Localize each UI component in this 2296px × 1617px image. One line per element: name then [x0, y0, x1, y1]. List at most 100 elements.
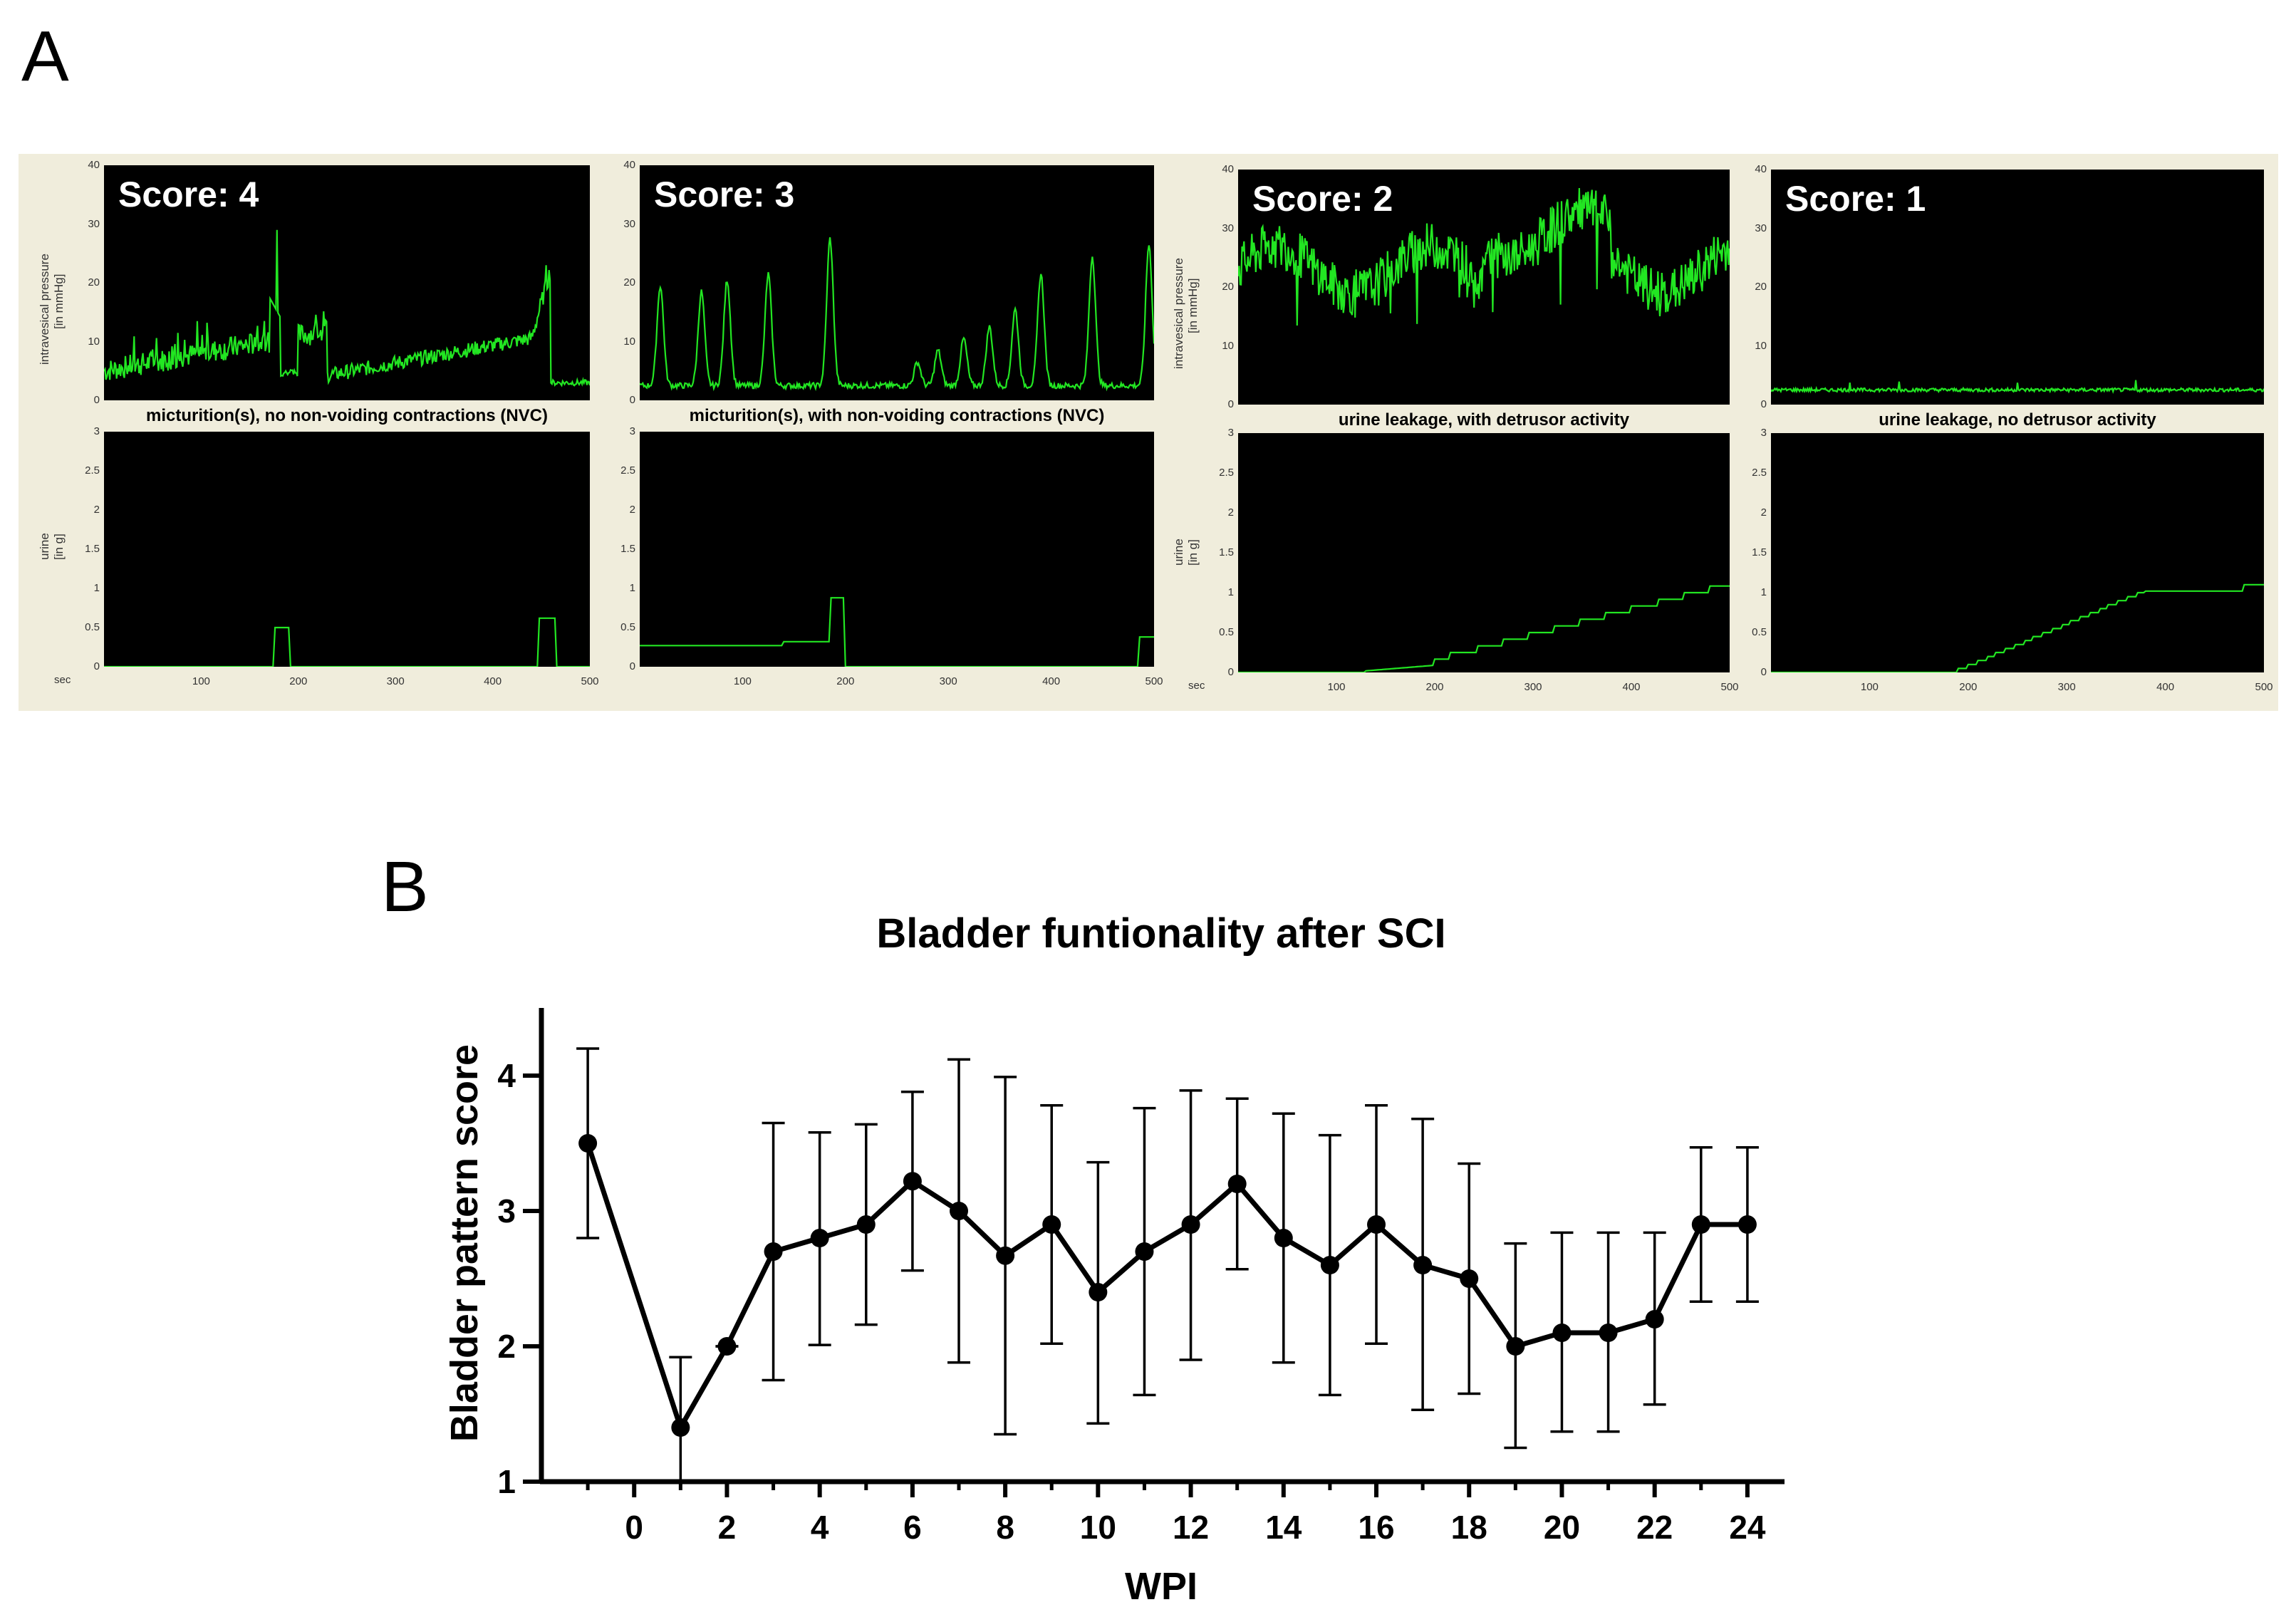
urine-y-tick: 3 — [93, 425, 100, 437]
sec-label: sec — [1188, 680, 1205, 692]
data-point — [1042, 1215, 1061, 1234]
panel-caption-4: urine leakage, no detrusor activity — [1879, 410, 2156, 430]
pressure-y-tick: 30 — [1222, 222, 1234, 234]
time-x-tick: 500 — [2255, 681, 2273, 693]
urine-y-tick: 3 — [1227, 427, 1234, 439]
time-x-tick: 100 — [192, 675, 210, 687]
data-point — [856, 1215, 876, 1234]
urine-y-tick: 1.5 — [1752, 546, 1767, 558]
time-x-tick: 300 — [939, 675, 957, 687]
data-point — [1460, 1269, 1479, 1288]
pressure-y-tick: 30 — [88, 217, 100, 230]
urine-y-tick: 1.5 — [620, 543, 635, 555]
data-point — [1506, 1337, 1525, 1356]
x-tick-label: 12 — [1173, 1509, 1209, 1546]
time-x-tick: 200 — [1959, 681, 1978, 693]
series-line — [585, 1142, 1747, 1430]
x-tick-label: 16 — [1358, 1509, 1394, 1546]
time-x-tick: 100 — [1860, 681, 1879, 693]
pressure-y-tick: 10 — [623, 335, 635, 348]
pressure-y-tick: 40 — [1755, 163, 1767, 175]
x-axis-label: WPI — [1125, 1565, 1198, 1608]
pressure-y-tick: 20 — [1222, 281, 1234, 293]
data-point — [717, 1337, 737, 1356]
urine-plot-2 — [640, 432, 1154, 667]
x-tick-label: 20 — [1544, 1509, 1580, 1546]
pressure-plot-3: Score: 2 — [1238, 170, 1730, 405]
data-point — [996, 1246, 1015, 1265]
time-x-tick: 400 — [1622, 681, 1641, 693]
time-x-tick: 500 — [1720, 681, 1739, 693]
score-label-2: Score: 3 — [654, 175, 795, 214]
pressure-y-tick: 20 — [1755, 281, 1767, 293]
data-point — [1599, 1324, 1618, 1342]
y-tick-label: 4 — [497, 1057, 516, 1094]
time-x-tick: 400 — [484, 675, 502, 687]
data-point — [1413, 1256, 1433, 1274]
data-point — [950, 1202, 969, 1220]
pressure-plot-1: Score: 4 — [104, 165, 590, 400]
urine-y-tick: 1.5 — [85, 543, 100, 555]
data-point — [1552, 1324, 1572, 1342]
urine-y-tick: 2.5 — [85, 464, 100, 477]
pressure-y-tick: 40 — [88, 159, 100, 171]
urine-y-tick: 0 — [93, 660, 100, 672]
pressure-y-tick: 10 — [1222, 339, 1234, 352]
data-point — [1320, 1256, 1339, 1274]
panel-caption-2: micturition(s), with non-voiding contrac… — [689, 406, 1105, 425]
pressure-trace-4 — [1771, 380, 2264, 394]
urine-y-tick: 2.5 — [620, 464, 635, 477]
pressure-y-tick: 20 — [623, 276, 635, 288]
urine-y-tick: 0.5 — [1219, 626, 1234, 638]
time-x-tick: 200 — [289, 675, 308, 687]
urine-y-tick: 3 — [629, 425, 635, 437]
pressure-trace-2 — [640, 237, 1154, 392]
urine-y-tick: 2.5 — [1752, 467, 1767, 479]
urine-y-tick: 0.5 — [1752, 626, 1767, 638]
data-point — [1227, 1175, 1247, 1193]
data-point — [1737, 1215, 1757, 1234]
urine-trace-3 — [1238, 585, 1730, 672]
time-x-tick: 300 — [1524, 681, 1542, 693]
pressure-y-tick: 0 — [629, 394, 635, 406]
urine-y-tick: 2 — [93, 504, 100, 516]
x-tick-label: 10 — [1080, 1509, 1116, 1546]
score-label-1: Score: 4 — [118, 175, 259, 214]
sec-label: sec — [54, 674, 71, 686]
urine-plot-1 — [104, 432, 590, 667]
data-point — [671, 1418, 690, 1437]
data-point — [1181, 1215, 1200, 1234]
urine-y-tick: 1 — [1760, 586, 1767, 598]
urine-trace-2 — [640, 597, 1154, 667]
time-x-tick: 400 — [2156, 681, 2175, 693]
data-point — [1135, 1242, 1154, 1261]
time-x-tick: 200 — [836, 675, 855, 687]
pressure-y-tick: 30 — [623, 217, 635, 230]
chart-title: Bladder funtionality after SCI — [876, 910, 1445, 957]
y-tick-label: 1 — [497, 1463, 516, 1500]
data-point — [1367, 1215, 1386, 1234]
panel-b-letter: B — [381, 847, 429, 927]
pressure-y-tick: 0 — [1227, 398, 1234, 410]
panel-a-letter: A — [21, 16, 69, 96]
time-x-tick: 500 — [581, 675, 599, 687]
urine-y-tick: 1 — [1227, 586, 1234, 598]
x-tick-label: 4 — [811, 1509, 829, 1546]
time-x-tick: 100 — [733, 675, 752, 687]
score-label-3: Score: 2 — [1252, 179, 1393, 219]
pressure-trace-1 — [104, 229, 590, 388]
time-x-tick: 100 — [1327, 681, 1346, 693]
data-point — [903, 1172, 922, 1191]
urine-y-tick: 1 — [629, 582, 635, 594]
time-x-tick: 300 — [386, 675, 405, 687]
urine-y-tick: 0.5 — [85, 621, 100, 633]
pressure-plot-4: Score: 1 — [1771, 170, 2264, 405]
y-axis-label: Bladder pattern score — [443, 1044, 486, 1442]
urine-y-tick: 2 — [629, 504, 635, 516]
urine-y-tick: 1 — [93, 582, 100, 594]
pressure-y-tick: 30 — [1755, 222, 1767, 234]
data-point — [764, 1242, 783, 1261]
data-point — [1089, 1283, 1108, 1301]
x-tick-label: 18 — [1451, 1509, 1487, 1546]
data-point — [1691, 1215, 1710, 1234]
